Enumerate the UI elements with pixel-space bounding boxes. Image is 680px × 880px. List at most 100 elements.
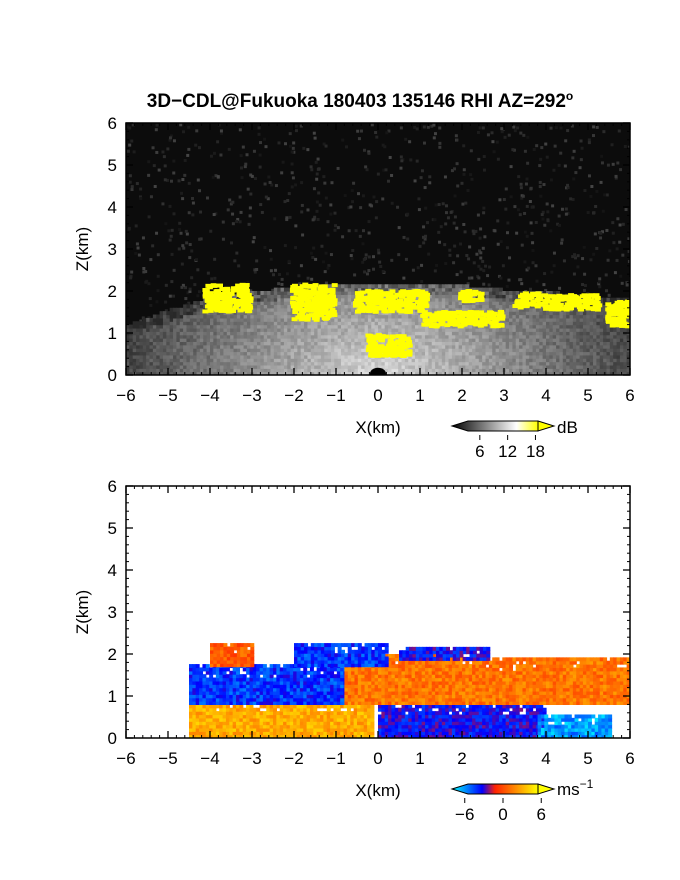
intensity-cell [213,331,218,336]
intensity-cell [451,284,456,289]
intensity-cell [414,341,419,346]
intensity-cell [593,358,597,363]
cloud-cell [307,290,314,295]
intensity-cell [280,301,285,306]
intensity-speckle [599,180,603,184]
intensity-speckle [501,264,505,268]
intensity-cell [159,331,164,336]
intensity-cell [462,341,466,346]
intensity-cell [314,338,319,342]
intensity-cell [398,358,403,363]
intensity-speckle [290,171,294,175]
intensity-cell [196,361,201,366]
intensity-cell [546,358,550,363]
intensity-cell [448,341,453,346]
intensity-cell [304,364,309,369]
intensity-cell [394,324,399,329]
intensity-speckle [524,182,528,186]
intensity-speckle [381,143,385,147]
intensity-speckle [423,237,427,241]
intensity-cell [193,304,198,309]
intensity-cell [260,364,265,369]
intensity-speckle [228,198,232,202]
intensity-cell [337,317,342,322]
intensity-cell [364,321,369,326]
intensity-speckle [581,283,585,287]
intensity-cell [341,331,345,336]
intensity-cell [364,327,369,332]
intensity-cell [582,368,587,373]
intensity-cell [337,348,342,353]
intensity-cell [609,297,614,302]
intensity-cell [173,371,177,375]
intensity-cell [451,301,456,306]
intensity-cell [519,327,524,332]
intensity-cell [535,317,540,322]
intensity-speckle [382,168,386,172]
intensity-cell [294,334,298,339]
intensity-cell [246,364,251,369]
intensity-cell [458,304,463,309]
intensity-cell [475,338,480,342]
intensity-cell [425,307,429,312]
intensity-cell [324,327,329,332]
intensity-speckle [170,280,174,284]
intensity-cell [162,348,167,353]
intensity-cell [556,321,561,326]
intensity-speckle [580,146,584,150]
intensity-cell [414,321,419,326]
intensity-cell [509,361,513,366]
intensity-cell [502,301,507,306]
intensity-cell [367,324,372,329]
intensity-cell [263,364,268,369]
intensity-cell [142,324,147,329]
intensity-cell [596,361,601,366]
intensity-cell [596,331,601,336]
intensity-speckle [557,214,561,218]
intensity-speckle [322,142,326,146]
intensity-cell [394,364,399,369]
intensity-cell [579,314,584,319]
intensity-cell [263,291,268,295]
intensity-cell [579,344,584,349]
intensity-cell [344,327,349,332]
intensity-speckle [381,269,385,273]
intensity-cell [408,327,413,332]
intensity-cell [478,287,483,292]
intensity-speckle [270,183,274,187]
intensity-cell [404,327,409,332]
intensity-cell [502,331,507,336]
intensity-cell [559,364,564,369]
intensity-cell [549,338,554,342]
intensity-cell [304,348,309,353]
cloud-cell [243,301,250,306]
intensity-cell [351,321,356,326]
intensity-cell [515,351,520,356]
intensity-cell [569,364,574,369]
intensity-cell [451,361,456,366]
intensity-cell [556,358,561,363]
intensity-cell [267,324,272,329]
cloud-cell [312,283,319,288]
intensity-speckle [280,171,284,175]
intensity-cell [465,368,470,373]
intensity-cell [324,364,329,369]
intensity-cell [381,358,386,363]
intensity-cell [488,368,493,373]
intensity-cell [287,324,292,329]
intensity-cell [428,294,433,299]
intensity-cell [566,317,571,322]
intensity-cell [189,371,194,375]
intensity-speckle [246,187,250,191]
intensity-speckle [413,179,417,183]
intensity-cell [502,304,507,309]
intensity-cell [559,321,564,326]
cloud-cell [213,295,220,300]
intensity-cell [408,314,413,319]
intensity-cell [213,358,218,363]
intensity-speckle [583,272,587,276]
intensity-cell [458,344,463,349]
intensity-cell [246,338,251,342]
intensity-cell [132,327,137,332]
intensity-cell [226,341,231,346]
